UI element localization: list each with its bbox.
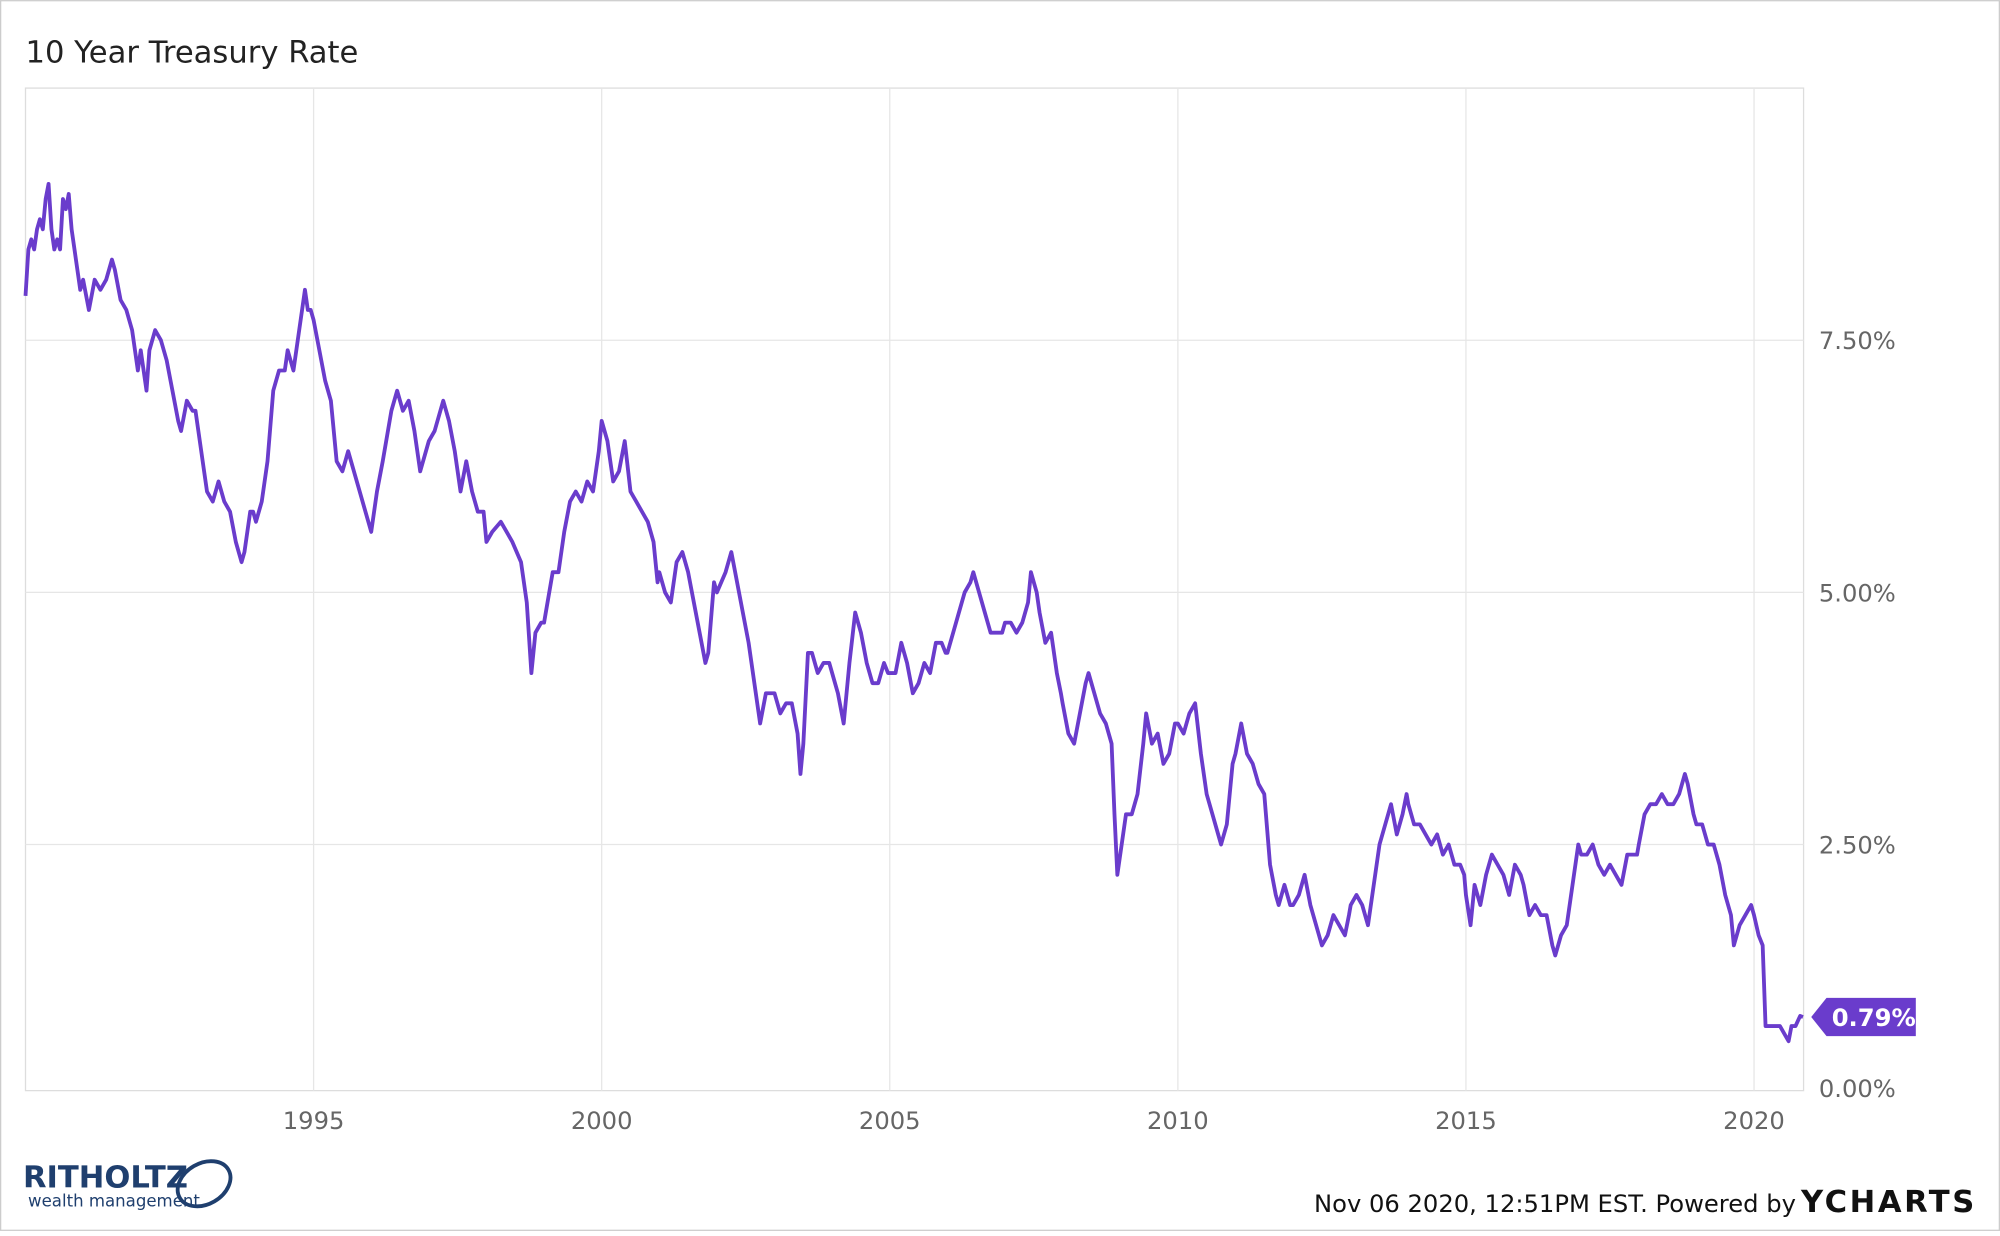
x-tick-label: 1995 xyxy=(283,1107,345,1135)
y-tick-label: 7.50% xyxy=(1819,327,1896,355)
y-tick-label: 5.00% xyxy=(1819,579,1896,607)
chart-title: 10 Year Treasury Rate xyxy=(26,36,359,71)
x-tick-label: 2010 xyxy=(1147,1107,1209,1135)
y-tick-label: 0.00% xyxy=(1819,1075,1896,1103)
y-tick-label: 2.50% xyxy=(1819,831,1896,859)
x-tick-label: 2000 xyxy=(571,1107,633,1135)
logo-icon xyxy=(175,1159,233,1209)
source-text: Nov 06 2020, 12:51PM EST. Powered by xyxy=(1314,1190,1796,1218)
line xyxy=(23,181,1804,1044)
x-tick-label: 2020 xyxy=(1723,1107,1785,1135)
logo: RITHOLTZ wealth management xyxy=(23,1159,233,1211)
logo-text: RITHOLTZ xyxy=(23,1161,188,1196)
last-value-badge xyxy=(1811,997,1916,1037)
x-tick-label: 2015 xyxy=(1435,1107,1497,1135)
last-value-label: 0.79% xyxy=(1832,1004,1916,1032)
plot-area xyxy=(24,87,1805,1092)
x-tick-label: 2005 xyxy=(859,1107,921,1135)
logo-subtext: wealth management xyxy=(28,1192,200,1211)
source-brand: YCHARTS xyxy=(1800,1185,1977,1220)
